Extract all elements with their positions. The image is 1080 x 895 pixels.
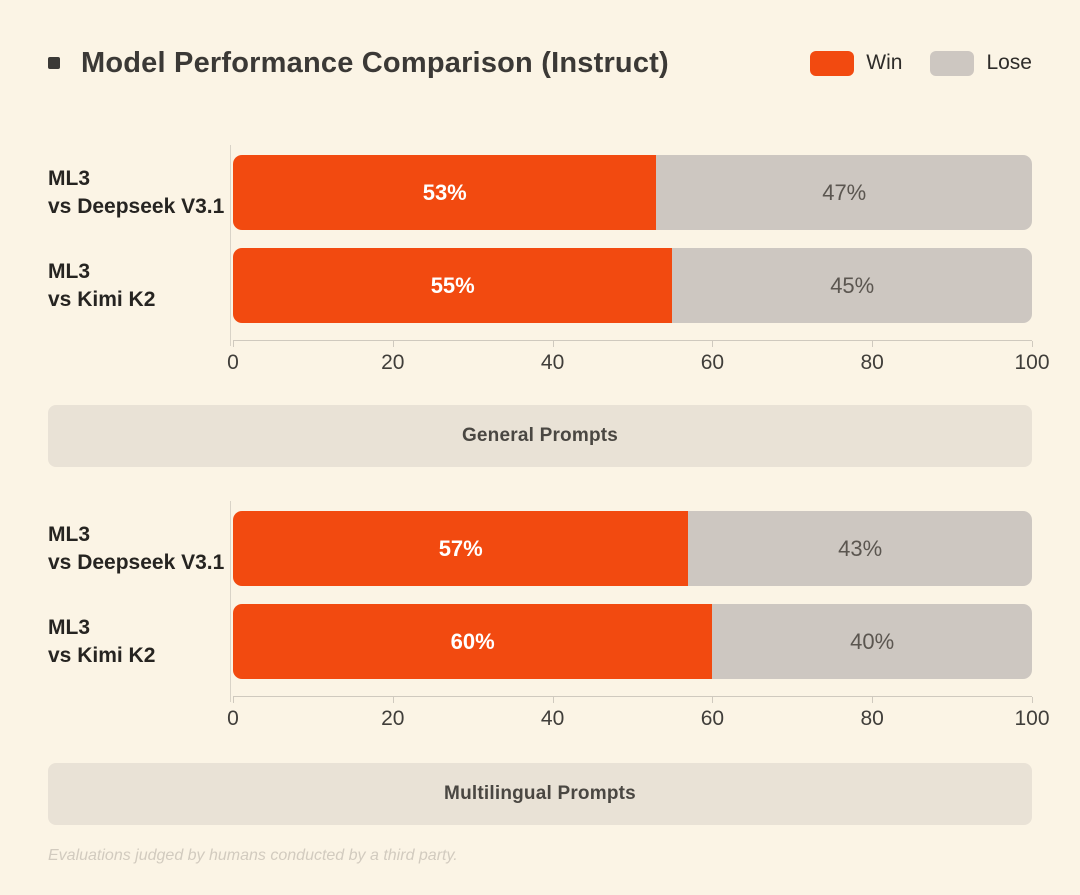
bar-segment-lose: 45% [672,248,1032,323]
legend-lose-label: Lose [986,51,1032,74]
row-label-line: vs Deepseek V3.1 [48,194,225,218]
bar-value-label: 53% [422,179,467,205]
section-band-general-label: General Prompts [461,425,619,446]
axis-tick-mark [552,697,554,703]
axis-tick-mark [233,341,234,347]
axis-spacer [48,340,230,380]
row-label-line: vs Deepseek V3.1 [48,550,225,574]
row-label-line: ML3 [48,615,90,639]
bar-row: ML3 vs Deepseek V3.1 57% 43% [48,511,1032,586]
bar-value-label: 40% [850,628,895,654]
y-axis-spine [230,501,231,702]
bar-segment-lose: 47% [656,155,1032,230]
row-label-line: vs Kimi K2 [48,287,156,311]
plot-area-general: ML3 vs Deepseek V3.1 53% 47% ML3 vs Kimi K2 55… [48,145,1050,380]
row-label-line: ML3 [48,166,90,190]
bar-segment-win: 60% [233,604,713,679]
axis-tick-label: 60 [700,707,725,730]
header: Model Performance Comparison (Instruct) … [0,0,1080,80]
section-band-multilingual: Multilingual Prompts [48,763,1032,825]
bar-value-label: 43% [838,535,883,561]
legend-lose-swatch-icon [930,50,975,76]
legend-item-lose: Lose [930,50,1032,76]
axis-tick-label: 40 [540,707,565,730]
row-label-line: ML3 [48,522,90,546]
axis-tick-label: 100 [1014,351,1050,374]
section-band-general: General Prompts [48,405,1032,467]
legend: Win Lose [810,50,1032,76]
axis-tick-mark [712,697,714,703]
y-axis-spine [230,145,231,346]
row-label-line: ML3 [48,259,90,283]
axis-tick-mark [712,341,714,347]
axis-tick-label: 20 [381,707,405,730]
bar-segment-win: 55% [233,248,673,323]
legend-item-win: Win [810,50,903,76]
plot-area-multilingual: ML3 vs Deepseek V3.1 57% 43% ML3 vs Kimi K2 60… [48,501,1050,736]
bar-row: ML3 vs Deepseek V3.1 53% 47% [48,155,1032,230]
bar-row: ML3 vs Kimi K2 55% 45% [48,248,1032,323]
bar-value-label: 57% [438,535,483,561]
axis-tick-label: 80 [860,707,884,730]
legend-win-swatch-icon [810,50,855,76]
axis-tick-mark [552,341,554,347]
bar-track: 55% 45% [233,248,1032,323]
legend-win-label: Win [866,51,903,74]
bar-track: 60% 40% [233,604,1032,679]
chart-section-general: ML3 vs Deepseek V3.1 53% 47% ML3 vs Kimi K2 55… [48,145,1050,467]
axis-tick-label: 40 [540,351,565,374]
bar-segment-win: 53% [233,155,657,230]
bar-segment-win: 57% [233,511,689,586]
bar-value-label: 60% [450,628,495,654]
axis-tick-mark [392,697,394,703]
bar-value-label: 55% [430,272,475,298]
square-bullet-icon [48,57,60,69]
axis-tick-label: 0 [227,351,239,374]
axis-tick-label: 0 [227,707,239,730]
axis-tick-label: 60 [700,351,725,374]
bar-segment-lose: 43% [688,511,1032,586]
bar-rows: ML3 vs Deepseek V3.1 53% 47% ML3 vs Kimi K2 55… [48,155,1032,323]
bar-track: 57% 43% [233,511,1032,586]
x-axis: 0 20 40 60 80 100 [227,696,1050,736]
axis-tick-mark [1032,697,1033,703]
row-label: ML3 vs Deepseek V3.1 [48,165,230,221]
x-axis-row: 0 20 40 60 80 100 [48,340,1050,380]
footnote: Evaluations judged by humans conducted b… [48,847,458,864]
axis-tick-label: 20 [381,351,405,374]
row-label: ML3 vs Kimi K2 [48,614,230,670]
page-title: Model Performance Comparison (Instruct) [81,47,669,79]
section-band-multilingual-label: Multilingual Prompts [444,783,636,804]
axis-tick-mark [392,341,394,347]
axis-tick-mark [233,697,234,703]
axis-tick-label: 100 [1014,707,1050,730]
bar-value-label: 45% [830,272,875,298]
title-block: Model Performance Comparison (Instruct) [48,46,669,80]
row-label-line: vs Kimi K2 [48,643,156,667]
bar-track: 53% 47% [233,155,1032,230]
axis-tick-label: 80 [860,351,884,374]
axis-spacer [48,696,230,736]
bar-row: ML3 vs Kimi K2 60% 40% [48,604,1032,679]
bar-segment-lose: 40% [712,604,1032,679]
x-axis-row: 0 20 40 60 80 100 [48,696,1050,736]
chart-section-multilingual: ML3 vs Deepseek V3.1 57% 43% ML3 vs Kimi K2 60… [48,501,1050,825]
axis-tick-mark [872,697,874,703]
row-label: ML3 vs Kimi K2 [48,258,230,314]
axis-tick-mark [1032,341,1033,347]
x-axis: 0 20 40 60 80 100 [227,340,1050,380]
row-label: ML3 vs Deepseek V3.1 [48,521,230,577]
bar-value-label: 47% [822,179,867,205]
bar-rows: ML3 vs Deepseek V3.1 57% 43% ML3 vs Kimi K2 60… [48,511,1032,679]
axis-tick-mark [872,341,874,347]
